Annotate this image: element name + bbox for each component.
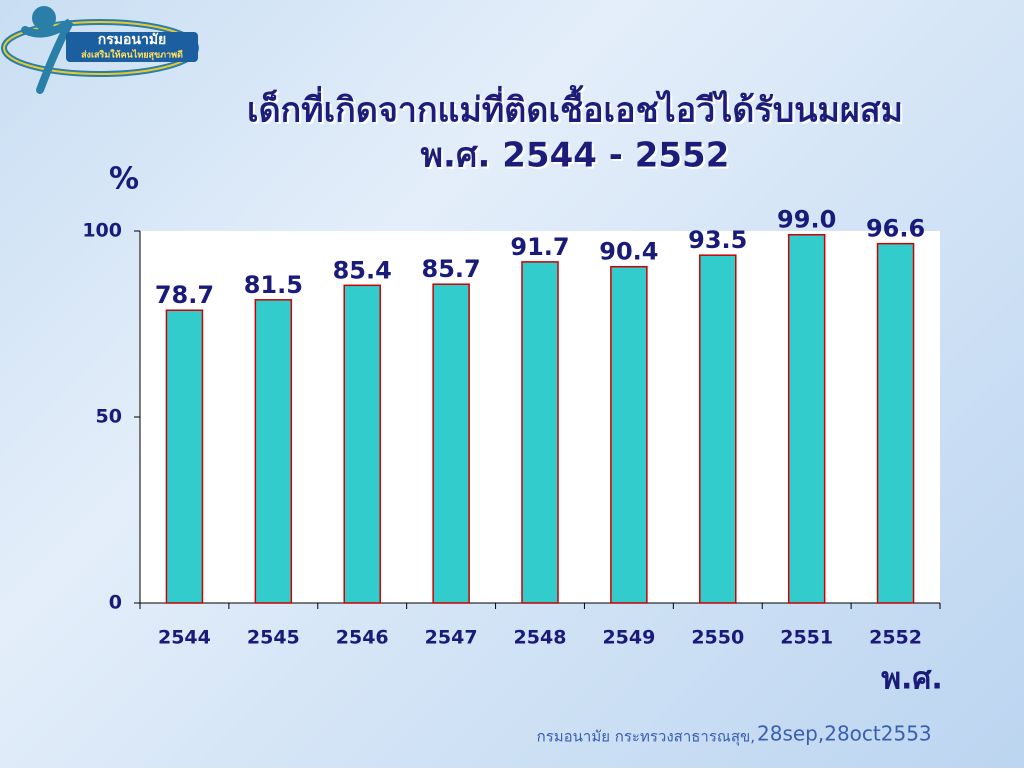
y-tick-label: 100 — [82, 220, 122, 242]
bar — [699, 254, 737, 604]
bar — [432, 283, 470, 604]
y-tick-label: 50 — [96, 406, 122, 428]
bar — [254, 299, 293, 604]
x-tick-label: 2547 — [425, 627, 478, 649]
value-label: 78.7 — [155, 281, 214, 309]
value-label: 85.7 — [422, 255, 481, 283]
y-tick-label: 0 — [109, 592, 122, 614]
bar — [521, 261, 559, 604]
x-axis-label: พ.ศ. — [881, 662, 943, 697]
chart-title: เด็กที่เกิดจากแม่ที่ติดเชื้อเอชไอวีได้รั… — [247, 85, 903, 131]
footer-org: กรมอนามัย กระทรวงสาธารณสุข, — [537, 728, 755, 747]
bar — [165, 309, 204, 604]
x-tick-label: 2551 — [780, 627, 833, 649]
value-label: 85.4 — [333, 256, 392, 284]
bar — [787, 233, 826, 604]
value-label: 99.0 — [777, 206, 836, 234]
x-tick-label: 2544 — [158, 627, 211, 649]
logo: กรมอนามัย ส่งเสริมให้คนไทยสุขภาพดี — [1, 6, 199, 94]
footer-date: 28sep,28oct2553 — [757, 722, 932, 746]
x-tick-label: 2550 — [691, 627, 744, 649]
value-label: 96.6 — [866, 215, 925, 243]
x-tick-label: 2549 — [602, 627, 655, 649]
logo-title: กรมอนามัย — [98, 32, 167, 48]
bar — [343, 284, 381, 604]
bar — [876, 242, 915, 604]
x-tick-label: 2545 — [247, 627, 300, 649]
value-label: 90.4 — [599, 238, 658, 266]
logo-slogan: ส่งเสริมให้คนไทยสุขภาพดี — [81, 49, 183, 61]
value-label: 81.5 — [244, 271, 303, 299]
chart-subtitle: พ.ศ. 2544 - 2552 — [421, 136, 730, 176]
y-axis-label: % — [109, 162, 139, 197]
x-tick-label: 2552 — [869, 627, 922, 649]
bar — [610, 265, 648, 604]
x-tick-label: 2548 — [514, 627, 567, 649]
x-tick-label: 2546 — [336, 627, 389, 649]
value-label: 93.5 — [688, 226, 747, 254]
value-label: 91.7 — [510, 233, 569, 261]
